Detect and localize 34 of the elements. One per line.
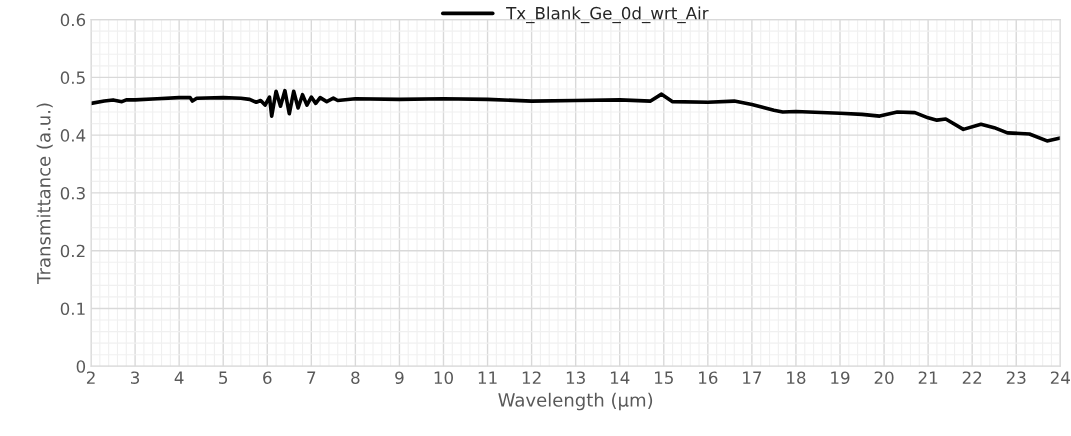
y-tick-label: 0.6 xyxy=(60,13,86,27)
y-tick-label: 0.1 xyxy=(60,302,85,316)
x-tick-label: 16 xyxy=(699,371,718,384)
x-axis-title: Wavelength (µm) xyxy=(498,392,653,411)
x-tick-label: 23 xyxy=(1006,371,1026,384)
x-tick-label: 17 xyxy=(743,371,762,384)
y-tick-label: 0.2 xyxy=(60,244,85,258)
line-series xyxy=(91,88,1061,143)
x-tick-label: 8 xyxy=(351,371,360,384)
y-axis-title: Transmittance (a.u.) xyxy=(36,103,53,284)
y-tick-label: 0.5 xyxy=(60,71,85,84)
x-tick-label: 11 xyxy=(478,371,497,384)
x-tick-label: 4 xyxy=(174,371,184,384)
y-tick-label: 0 xyxy=(76,360,86,373)
x-tick-label: 18 xyxy=(787,371,806,384)
x-tick-label: 13 xyxy=(566,371,585,384)
x-tick-label: 10 xyxy=(434,371,453,384)
x-tick-label: 19 xyxy=(831,371,850,384)
x-tick-label: 6 xyxy=(263,371,272,384)
x-tick-label: 21 xyxy=(918,371,938,384)
x-tick-label: 22 xyxy=(962,371,982,384)
x-tick-label: 14 xyxy=(610,371,630,384)
x-tick-label: 20 xyxy=(874,371,894,384)
x-tick-label: 7 xyxy=(307,371,316,384)
x-tick-label: 2 xyxy=(86,371,95,384)
y-tick-label: 0.3 xyxy=(60,186,85,200)
y-tick-label: 0.4 xyxy=(60,129,86,142)
x-tick-label: 9 xyxy=(395,371,404,384)
legend-label: Tx_Blank_Ge_0d_wrt_Air xyxy=(506,6,709,24)
x-tick-label: 5 xyxy=(219,371,228,384)
x-tick-label: 15 xyxy=(655,371,673,384)
x-tick-label: 3 xyxy=(131,371,140,384)
x-tick-label: 12 xyxy=(522,371,541,384)
x-tick-label: 24 xyxy=(1050,371,1070,384)
